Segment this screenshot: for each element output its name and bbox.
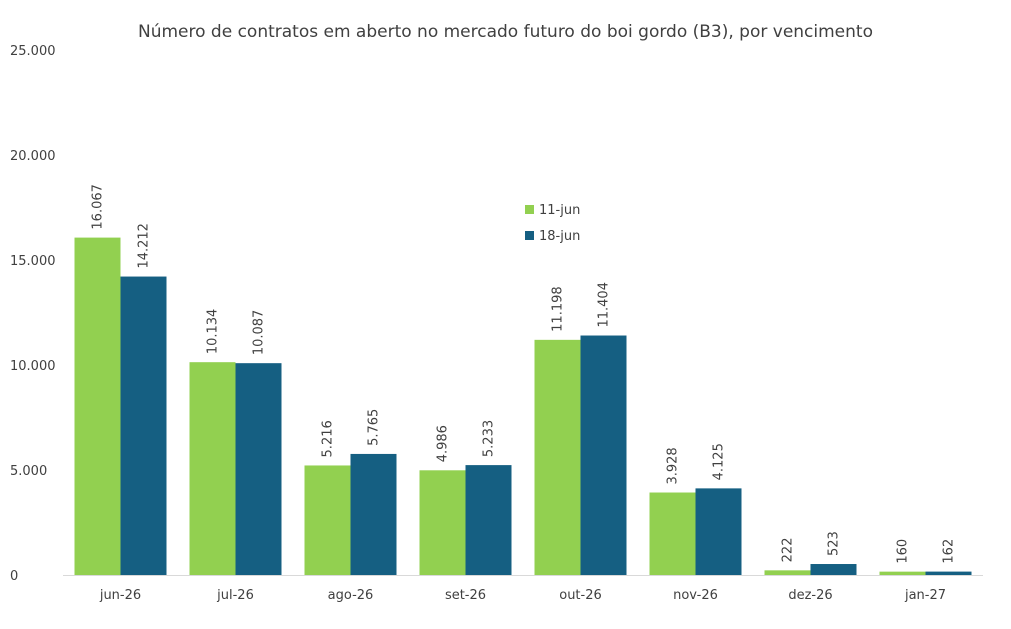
y-tick-label: 10.000: [10, 359, 56, 374]
legend-label: 18-jun: [539, 229, 580, 244]
bar-18-jun-nov-26: [695, 488, 742, 575]
bar-11-jun-dez-26: [764, 570, 811, 575]
x-tick-label: out-26: [559, 588, 602, 603]
x-tick-label: jul-26: [216, 588, 254, 603]
bar-18-jun-out-26: [580, 335, 627, 575]
data-label: 162: [942, 539, 957, 564]
data-label: 5.233: [482, 420, 497, 457]
data-label: 10.087: [252, 310, 267, 356]
x-tick-label: dez-26: [788, 588, 832, 603]
data-label: 4.125: [712, 443, 727, 480]
legend-swatch: [525, 205, 534, 214]
bar-11-jun-jul-26: [189, 362, 236, 575]
data-label: 14.212: [137, 223, 152, 269]
data-label: 16.067: [91, 184, 106, 230]
legend-label: 11-jun: [539, 203, 580, 218]
legend-swatch: [525, 231, 534, 240]
data-label: 5.765: [367, 409, 382, 446]
y-tick-label: 25.000: [10, 44, 56, 59]
data-label: 11.404: [597, 282, 612, 328]
bar-11-jun-jun-26: [74, 237, 121, 575]
x-tick-label: nov-26: [673, 588, 718, 603]
data-label: 11.198: [551, 286, 566, 332]
data-label: 10.134: [206, 309, 221, 355]
bar-11-jun-jan-27: [879, 571, 926, 575]
data-label: 222: [781, 538, 796, 563]
chart-title: Número de contratos em aberto no mercado…: [137, 22, 873, 42]
bar-18-jun-dez-26: [810, 564, 857, 575]
bar-11-jun-out-26: [534, 339, 581, 575]
x-tick-label: ago-26: [328, 588, 374, 603]
y-tick-label: 15.000: [10, 254, 56, 269]
data-label: 523: [827, 531, 842, 556]
data-label: 3.928: [666, 447, 681, 484]
x-tick-label: jun-26: [99, 588, 141, 603]
bar-18-jun-ago-26: [350, 453, 397, 575]
y-tick-label: 5.000: [10, 464, 47, 479]
y-tick-label: 0: [10, 569, 18, 584]
data-label: 160: [896, 539, 911, 564]
x-tick-label: set-26: [445, 588, 486, 603]
y-tick-label: 20.000: [10, 149, 56, 164]
data-label: 5.216: [321, 420, 336, 457]
bar-18-jun-jul-26: [235, 363, 282, 575]
x-tick-label: jan-27: [904, 588, 946, 603]
bar-11-jun-ago-26: [304, 465, 351, 575]
bar-18-jun-jan-27: [925, 571, 972, 575]
bar-11-jun-nov-26: [649, 492, 696, 575]
bar-11-jun-set-26: [419, 470, 466, 575]
bar-18-jun-set-26: [465, 465, 512, 575]
data-label: 4.986: [436, 425, 451, 462]
bar-18-jun-jun-26: [120, 276, 167, 575]
